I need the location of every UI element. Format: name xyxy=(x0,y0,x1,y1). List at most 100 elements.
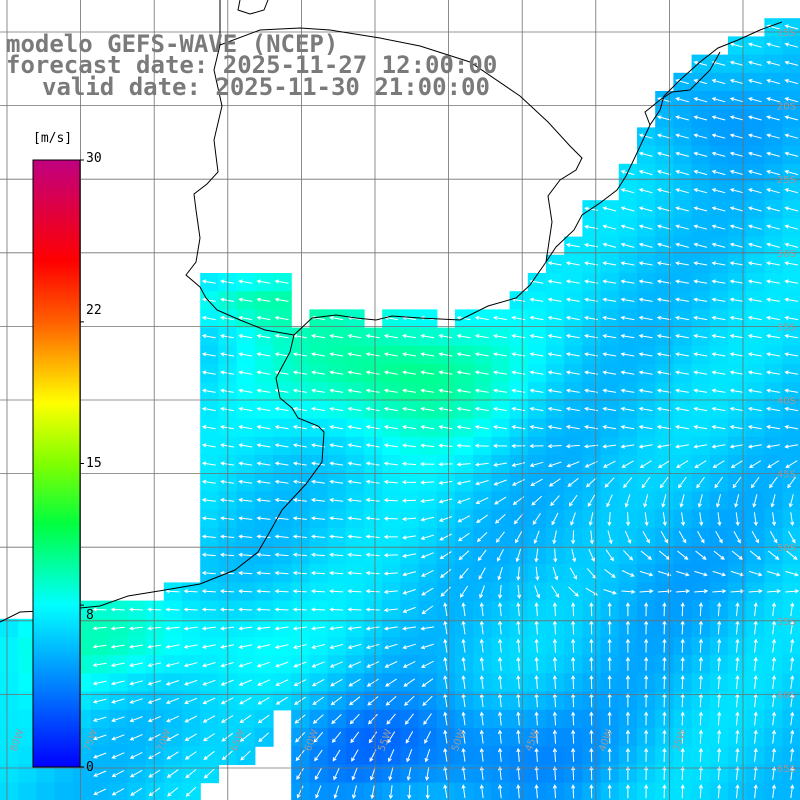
wind-arrow xyxy=(111,788,125,796)
wind-arrow xyxy=(185,786,197,797)
wind-arrow xyxy=(311,626,325,631)
wind-arrow xyxy=(623,550,634,561)
wind-arrow xyxy=(620,279,635,284)
wind-arrow xyxy=(534,765,539,781)
wind-arrow xyxy=(420,461,435,467)
wind-speed-cell xyxy=(72,782,92,800)
wind-arrow xyxy=(147,715,161,723)
wind-arrow xyxy=(129,751,143,759)
wind-arrow xyxy=(680,602,685,617)
wind-arrow xyxy=(656,133,671,139)
wind-arrow xyxy=(443,784,448,799)
wind-arrow xyxy=(730,460,743,469)
wind-arrow xyxy=(403,678,416,687)
wind-arrow xyxy=(516,656,521,671)
wind-arrow xyxy=(679,494,685,508)
wind-arrow xyxy=(641,476,651,489)
wind-arrow xyxy=(606,494,613,508)
wind-arrow xyxy=(92,680,107,686)
wind-arrow xyxy=(238,334,253,339)
wind-arrow xyxy=(443,766,448,780)
wind-arrow xyxy=(238,443,253,448)
wind-arrow xyxy=(110,607,125,612)
wind-arrow xyxy=(553,548,558,563)
wind-speed-cell xyxy=(0,709,19,729)
colorbar-tick-label: 15 xyxy=(86,456,102,471)
wind-arrow xyxy=(589,747,594,762)
wind-arrow xyxy=(497,584,503,600)
wind-arrow xyxy=(365,406,380,412)
wind-arrow xyxy=(274,644,289,649)
wind-arrow xyxy=(420,660,434,668)
wind-arrow xyxy=(347,643,362,650)
wind-arrow xyxy=(735,602,740,617)
wind-arrow xyxy=(128,626,144,631)
wind-arrow xyxy=(420,626,435,631)
wind-arrow xyxy=(111,734,125,741)
wind-arrow xyxy=(565,297,580,302)
wind-arrow xyxy=(662,620,667,635)
wind-arrow xyxy=(111,716,125,723)
wind-arrow xyxy=(383,461,398,466)
wind-arrow xyxy=(493,479,507,486)
wind-arrow xyxy=(201,479,216,484)
wind-arrow xyxy=(711,279,726,284)
wind-arrow xyxy=(656,224,671,230)
wind-arrow xyxy=(729,42,744,48)
wind-arrow xyxy=(420,425,435,430)
wind-arrow xyxy=(547,297,562,302)
wind-arrow xyxy=(565,261,580,266)
wind-arrow xyxy=(438,406,453,412)
wind-arrow xyxy=(747,42,762,48)
wind-arrow xyxy=(383,498,398,503)
wind-arrow xyxy=(568,494,578,507)
wind-arrow xyxy=(790,747,795,762)
wind-arrow xyxy=(771,766,777,780)
wind-arrow xyxy=(717,656,722,671)
wind-arrow xyxy=(589,620,594,635)
wind-arrow xyxy=(347,589,362,594)
wind-arrow xyxy=(693,444,708,449)
wind-arrow xyxy=(589,602,594,617)
wind-arrow xyxy=(680,747,685,762)
wind-arrow xyxy=(680,711,685,726)
wind-arrow xyxy=(202,679,216,686)
wind-arrow xyxy=(680,620,685,635)
wind-arrow xyxy=(766,206,780,212)
wind-speed-cell xyxy=(18,618,37,638)
wind-arrow xyxy=(620,297,635,302)
wind-arrow xyxy=(639,589,654,594)
wind-arrow xyxy=(405,731,414,744)
wind-arrow xyxy=(310,552,326,557)
wind-arrow xyxy=(693,370,708,375)
wind-speed-cell xyxy=(0,673,19,693)
wind-speed-cell xyxy=(0,691,19,711)
wind-arrow xyxy=(92,734,107,741)
wind-arrow xyxy=(384,643,398,650)
wind-arrow xyxy=(661,494,667,508)
wind-arrow xyxy=(656,115,671,121)
wind-arrow xyxy=(547,352,562,357)
wind-arrow xyxy=(657,570,672,577)
colorbar-tick-marks xyxy=(80,159,84,768)
wind-arrow xyxy=(748,460,762,469)
wind-arrow xyxy=(238,461,253,466)
wind-arrow xyxy=(256,479,271,484)
wind-arrow xyxy=(694,460,707,469)
wind-arrow xyxy=(588,512,594,527)
wind-arrow xyxy=(729,97,744,103)
wind-arrow xyxy=(656,206,671,212)
wind-arrow xyxy=(202,715,216,723)
wind-arrow xyxy=(274,626,289,631)
wind-arrow xyxy=(753,656,758,671)
wind-arrow xyxy=(420,388,435,393)
wind-arrow xyxy=(547,370,562,375)
wind-arrow xyxy=(295,749,305,762)
colorbar xyxy=(32,159,81,768)
wind-arrow xyxy=(312,714,324,724)
wind-arrow xyxy=(625,729,631,744)
wind-arrow xyxy=(516,711,521,726)
wind-arrow xyxy=(310,516,326,521)
wind-arrow xyxy=(238,406,253,412)
